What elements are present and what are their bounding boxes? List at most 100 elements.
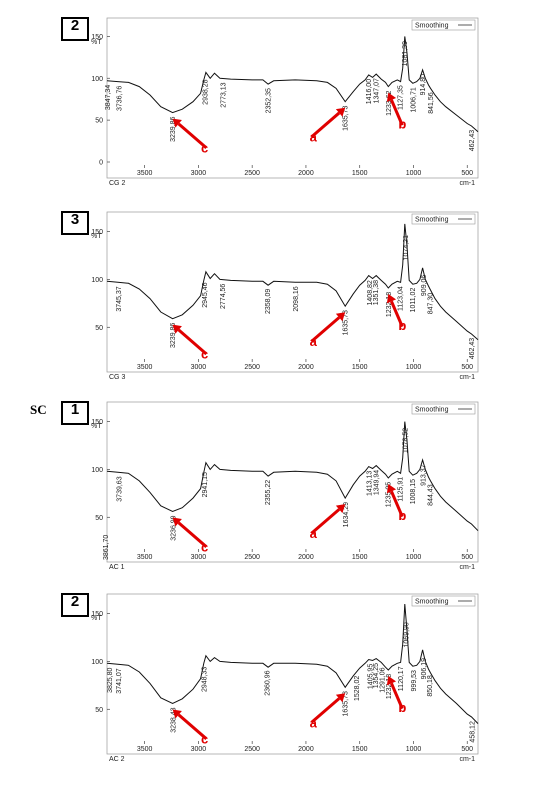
x-tick-label: 500 [461,170,473,177]
x-tick-label: 1000 [406,364,422,371]
arrow-letter: b [398,508,406,523]
arrow-shaft [310,508,341,535]
peak-label: 3847,34 [105,85,112,110]
y-tick-label: 150 [91,229,103,236]
arrow-shaft [390,300,404,328]
plot-frame [106,401,479,563]
side-label: SC [30,402,47,417]
badge: 3 [71,211,79,228]
spectrum-line [106,603,479,724]
x-tick-label: 1000 [406,554,422,561]
y-label: %T [91,233,102,240]
arrow-shaft [310,697,341,724]
x-tick-label: 2000 [298,554,314,561]
peak-label: 458,12 [469,721,476,743]
badge: 2 [71,17,79,34]
peak-label: 844,43 [428,484,435,506]
arrow-letter: c [201,141,208,156]
peak-label: 999,53 [411,670,418,692]
arrow-letter: a [310,526,318,541]
y-label: %T [91,39,102,46]
x-tick-label: 1500 [352,364,368,371]
arrow-head [335,107,346,117]
x-tick-label: 2000 [298,170,314,177]
arrow-shaft [390,490,404,518]
x-tick-label: 2500 [244,170,260,177]
peak-label: 3239,86 [170,323,177,348]
peak-label: 1069,90 [403,622,410,647]
peak-label: 1232,18 [386,674,393,699]
peak-label: 462,43 [469,130,476,152]
peak-label: 1081,39 [402,41,409,66]
peak-label: 1408,82 [367,280,374,305]
y-tick-label: 100 [91,277,103,284]
peak-label: 1528,02 [354,676,361,701]
peak-label: 1351,38 [373,280,380,305]
peak-label: 3861,70 [103,535,110,560]
arrow-letter: c [201,732,208,747]
x-tick-label: 3000 [191,364,207,371]
peak-label: 3238,43 [170,707,177,732]
y-tick-label: 100 [91,76,103,83]
arrow-head [386,676,397,686]
arrow-shaft [177,521,208,548]
peak-label: 841,56 [428,92,435,114]
spectrum-line [106,421,479,532]
arrow-shaft [177,328,208,356]
arrow-head [172,324,182,334]
peak-label: 2938,28 [203,79,210,104]
plot-frame [106,211,479,373]
peak-label: 3736,76 [117,86,124,111]
peak-label: 1405,95 [367,664,374,689]
arrow-letter: b [398,117,406,132]
x-tick-label: 1000 [406,170,422,177]
peak-label: 2773,13 [220,82,227,107]
peak-label: 2355,22 [265,480,272,505]
plot-frame [106,593,479,755]
peak-label: 3239,86 [170,116,177,141]
peak-label: 1006,71 [410,87,417,112]
legend-box [411,403,476,415]
peak-label: 850,18 [427,675,434,697]
x-tick-label: 3500 [137,364,153,371]
peak-label: 1635,73 [343,105,350,130]
sample-label: AC 1 [109,564,125,571]
badge-box [61,401,89,425]
legend-box [411,19,476,31]
peak-label: 914,80 [420,74,427,96]
arrow-letter: b [398,700,406,715]
y-tick-label: 150 [91,419,103,426]
peak-label: 2774,56 [220,284,227,309]
badge: 1 [71,401,79,418]
x-tick-label: 1500 [352,170,368,177]
x-tick-label: 500 [461,364,473,371]
arrow-shaft [310,111,341,139]
badge: 2 [71,593,79,610]
x-tick-label: 3000 [191,554,207,561]
arrow-head [335,312,346,322]
x-tick-label: 3500 [137,746,153,753]
peak-label: 1635,73 [343,691,350,716]
legend-label: Smoothing [415,23,449,30]
y-tick-label: 50 [95,707,103,714]
x-tick-label: 3000 [191,170,207,177]
arrow-shaft [177,713,208,740]
y-tick-label: 100 [91,659,103,666]
x-tick-label: 3500 [137,554,153,561]
arrow-head [172,517,182,527]
arrow-letter: c [201,347,208,362]
peak-label: 462,43 [469,338,476,360]
spectrum-line [106,223,479,341]
peak-label: 1349,94 [373,470,380,495]
peak-label: 3741,07 [116,668,123,693]
peak-label: 906,19 [421,658,428,680]
arrow-shaft [310,316,341,343]
arrow-head [335,504,346,514]
y-tick-label: 50 [95,118,103,125]
y-label: %T [91,615,102,622]
x-tick-label: 500 [461,746,473,753]
peak-label: 1127,35 [397,85,404,110]
peak-label: 1008,15 [410,479,417,504]
peak-label: 909,06 [421,275,428,297]
y-tick-label: 50 [95,515,103,522]
